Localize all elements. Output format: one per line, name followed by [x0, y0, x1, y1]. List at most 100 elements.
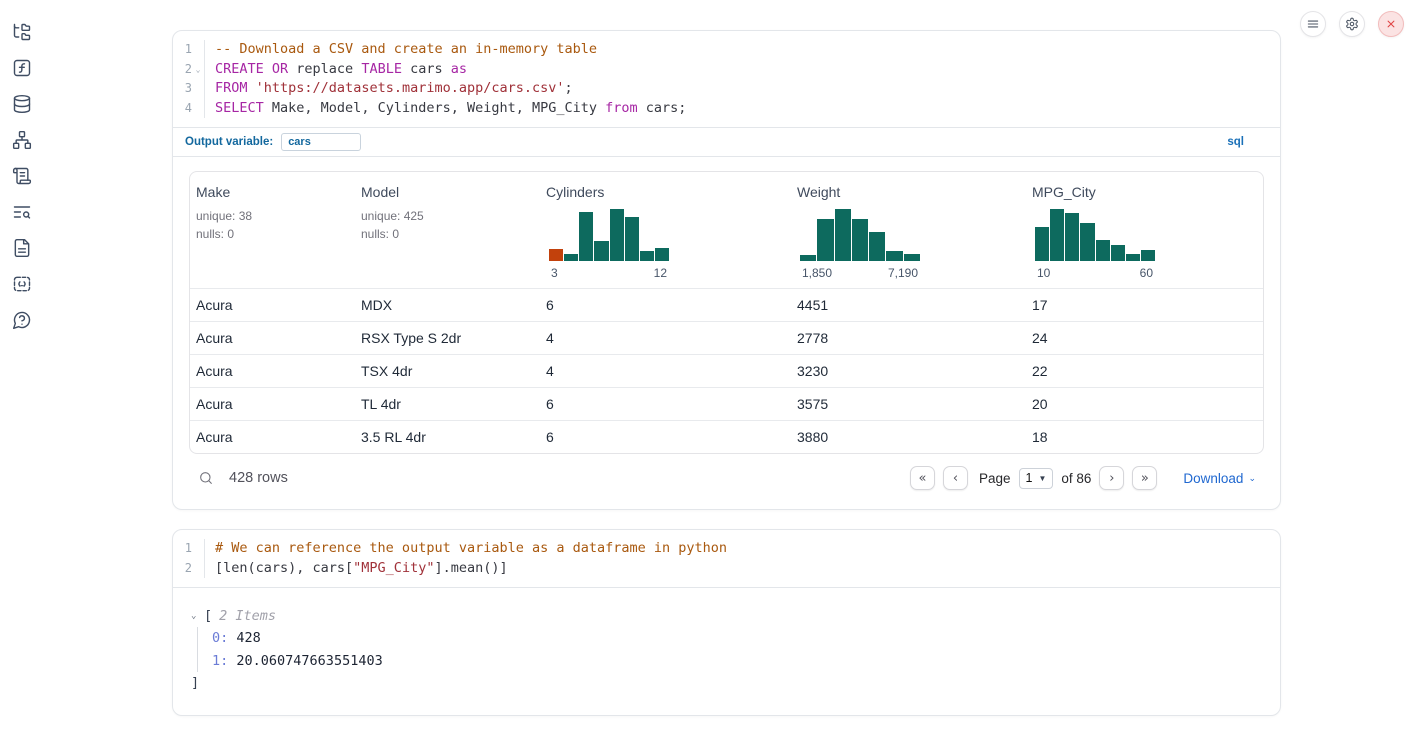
chevron-down-icon: ⌄: [1248, 472, 1256, 483]
table-row[interactable]: Acura 3.5 RL 4dr 6 3880 18: [190, 420, 1263, 453]
histogram-bar[interactable]: [1080, 223, 1095, 261]
column-histogram: 3 12: [549, 209, 669, 280]
histogram-bar[interactable]: [834, 209, 851, 261]
column-header[interactable]: Model unique: 425 nulls: 0: [355, 172, 540, 288]
column-stat: nulls: 0: [361, 227, 400, 241]
notebook-actions: [1300, 11, 1404, 37]
python-cell: 1 # We can reference the output variable …: [172, 529, 1281, 716]
table-cell: 3230: [797, 363, 829, 379]
column-stat: unique: 38: [196, 209, 253, 223]
next-page-button[interactable]: ›: [1099, 466, 1125, 490]
column-name: Make: [196, 184, 231, 200]
table-row[interactable]: Acura TSX 4dr 4 3230 22: [190, 354, 1263, 387]
histogram-bar[interactable]: [549, 248, 564, 261]
shutdown-button[interactable]: [1378, 11, 1404, 37]
column-header[interactable]: Cylinders 3 12: [540, 172, 791, 288]
histogram-bar[interactable]: [609, 209, 624, 261]
page-select[interactable]: 1 ▼: [1018, 467, 1054, 489]
histogram-bar[interactable]: [1110, 244, 1125, 261]
histogram-bar[interactable]: [886, 250, 903, 261]
histogram-bar[interactable]: [869, 232, 886, 261]
function-icon[interactable]: [12, 58, 32, 78]
item-key: 0:: [212, 630, 229, 646]
column-header[interactable]: Make unique: 38 nulls: 0: [190, 172, 355, 288]
download-button[interactable]: Download ⌄: [1183, 470, 1256, 486]
menu-button[interactable]: [1300, 11, 1326, 37]
table-cell: 6: [546, 297, 554, 313]
collapse-icon[interactable]: ⌄: [191, 611, 197, 621]
page-value: 1: [1025, 471, 1033, 485]
column-name: MPG_City: [1032, 184, 1096, 200]
line-number: 4: [184, 100, 192, 115]
histogram-bar[interactable]: [564, 253, 579, 261]
histogram-bar[interactable]: [579, 211, 594, 261]
histogram-bar[interactable]: [639, 250, 654, 261]
search-icon[interactable]: [198, 470, 214, 486]
code-line: 1 -- Download a CSV and create an in-memo…: [173, 40, 1280, 60]
logs-search-icon[interactable]: [12, 202, 32, 222]
table-row[interactable]: Acura TL 4dr 6 3575 20: [190, 387, 1263, 420]
column-name: Weight: [797, 184, 841, 200]
line-number: 2: [184, 61, 192, 76]
table-cell: 6: [546, 429, 554, 445]
item-key: 1:: [212, 652, 229, 669]
histogram-bars: [800, 209, 920, 261]
histogram-bar[interactable]: [800, 254, 817, 261]
table-cell: TSX 4dr: [361, 363, 413, 379]
datasources-icon[interactable]: [12, 94, 32, 114]
table-cell: 3.5 RL 4dr: [361, 429, 426, 445]
table-row[interactable]: Acura MDX 6 4451 17: [190, 288, 1263, 321]
histogram-bar[interactable]: [1125, 254, 1140, 261]
histogram-bar[interactable]: [1140, 250, 1155, 261]
column-header[interactable]: Weight 1,850 7,190: [791, 172, 1026, 288]
data-table: Make unique: 38 nulls: 0 Model unique: 425 nu…: [189, 171, 1264, 454]
axis-min-label: 10: [1037, 266, 1051, 280]
output-variable-label: Output variable:: [185, 136, 274, 148]
settings-icon: [1346, 17, 1358, 31]
table-cell: Acura: [196, 363, 233, 379]
snippets-icon[interactable]: [12, 274, 32, 294]
histogram-bar[interactable]: [1035, 227, 1050, 261]
histogram-bar[interactable]: [903, 253, 920, 261]
sql-code-editor[interactable]: 1 -- Download a CSV and create an in-memo…: [173, 31, 1280, 127]
settings-button[interactable]: [1339, 11, 1365, 37]
line-number: 3: [184, 81, 192, 95]
dependency-graph-icon[interactable]: [12, 130, 32, 150]
table-cell: Acura: [196, 429, 233, 445]
first-page-button[interactable]: «: [909, 466, 935, 490]
histogram-bar[interactable]: [1065, 212, 1080, 261]
histogram-bar[interactable]: [594, 240, 609, 261]
line-number: 1: [184, 42, 192, 56]
prev-page-button[interactable]: ‹: [942, 466, 968, 490]
table-cell: 22: [1032, 363, 1048, 379]
last-page-button[interactable]: »: [1132, 466, 1158, 490]
table-cell: 6: [546, 396, 554, 412]
scratchpad-icon[interactable]: [12, 166, 32, 186]
line-number-gutter: 3: [173, 79, 205, 99]
help-icon[interactable]: [12, 310, 32, 330]
column-name: Model: [361, 184, 400, 200]
output-variable-input[interactable]: [281, 133, 362, 151]
line-number-gutter: 2 ⌄: [173, 59, 205, 79]
column-name: Cylinders: [546, 184, 605, 200]
histogram-bar[interactable]: [1050, 209, 1065, 261]
histogram-bar[interactable]: [851, 219, 869, 261]
histogram-bar[interactable]: [1095, 239, 1110, 261]
page-label: Page: [978, 470, 1011, 486]
table-row[interactable]: Acura RSX Type S 2dr 4 2778 24: [190, 321, 1263, 354]
fold-chevron-icon[interactable]: ⌄: [195, 64, 201, 74]
histogram-bar[interactable]: [817, 219, 834, 261]
chevron-down-icon: ▼: [1038, 473, 1047, 483]
column-header[interactable]: MPG_City 10 60: [1026, 172, 1263, 288]
histogram-bar[interactable]: [624, 216, 639, 261]
python-code-editor[interactable]: 1 # We can reference the output variable …: [173, 530, 1280, 587]
code-text: -- Download a CSV and create an in-memor…: [215, 41, 598, 57]
histogram-axis-labels: 1,850 7,190: [800, 266, 920, 280]
documentation-icon[interactable]: [12, 238, 32, 258]
histogram-bar[interactable]: [654, 248, 669, 261]
item-value: 20.060747663551403: [236, 652, 383, 669]
code-line: 1 # We can reference the output variable …: [173, 539, 1280, 559]
code-text: CREATE OR replace TABLE cars as: [215, 60, 467, 77]
list-item: 1: 20.060747663551403: [212, 650, 1264, 673]
file-explorer-icon[interactable]: [12, 22, 32, 42]
